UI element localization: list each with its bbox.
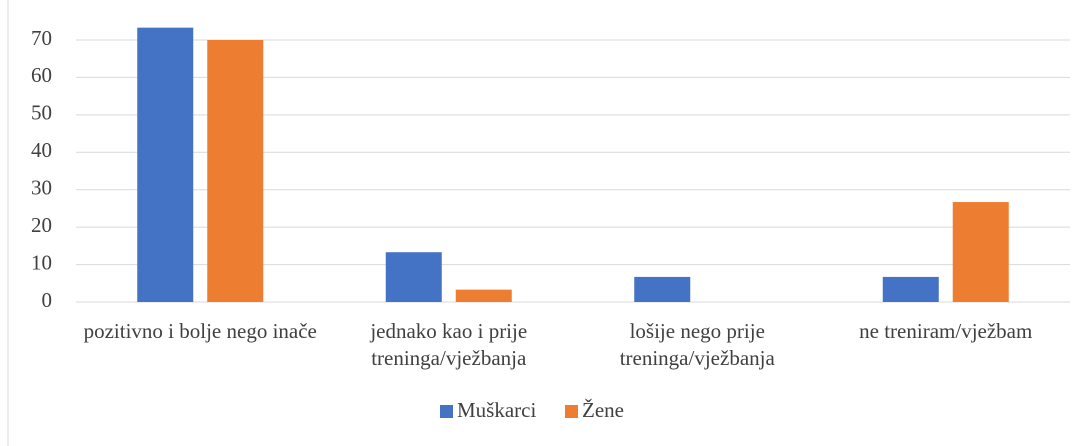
y-tick-label: 70 <box>31 26 52 50</box>
bar <box>455 289 512 302</box>
bar <box>952 202 1009 302</box>
y-tick-label: 50 <box>31 101 52 125</box>
y-tick-label: 0 <box>42 288 53 312</box>
legend-swatch <box>440 405 453 418</box>
y-tick-label: 20 <box>31 213 52 237</box>
x-tick-label: ne treniram/vježbam <box>859 319 1033 343</box>
x-tick-label: pozitivno i bolje nego inače <box>83 319 317 343</box>
x-tick-label: lošije nego prije treninga/vježbanja <box>619 319 775 370</box>
y-tick-label: 10 <box>31 250 52 274</box>
bar <box>882 276 939 302</box>
bar <box>634 276 691 302</box>
legend-label: Muškarci <box>457 398 536 422</box>
y-tick-label: 60 <box>31 63 52 87</box>
bar <box>137 27 194 303</box>
y-tick-label: 40 <box>31 138 52 162</box>
legend-swatch <box>565 405 578 418</box>
x-tick-label: jednako kao i prije treninga/vježbanja <box>370 319 528 370</box>
bar <box>385 252 442 302</box>
bar <box>207 40 264 302</box>
legend-label: Žene <box>582 398 624 422</box>
y-tick-label: 30 <box>31 176 52 200</box>
